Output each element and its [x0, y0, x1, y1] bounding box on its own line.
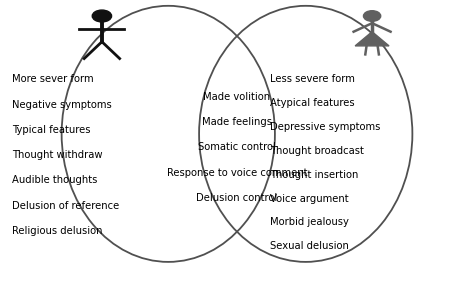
Text: Somatic control: Somatic control	[198, 142, 276, 152]
Polygon shape	[355, 32, 389, 46]
Text: Made feelings: Made feelings	[202, 117, 272, 127]
Text: Thought withdraw: Thought withdraw	[12, 150, 102, 160]
Text: Morbid jealousy: Morbid jealousy	[270, 217, 349, 227]
Text: Religious delusion: Religious delusion	[12, 226, 102, 236]
Circle shape	[364, 11, 381, 21]
Text: Sexual delusion: Sexual delusion	[270, 241, 349, 251]
Text: Depressive symptoms: Depressive symptoms	[270, 122, 381, 132]
Text: Atypical features: Atypical features	[270, 98, 355, 108]
Text: Voice argument: Voice argument	[270, 194, 349, 203]
Text: Negative symptoms: Negative symptoms	[12, 100, 111, 109]
Text: Less severe form: Less severe form	[270, 74, 355, 84]
Text: Thought broadcast: Thought broadcast	[270, 146, 364, 156]
Text: Thought insertion: Thought insertion	[270, 170, 358, 180]
Text: Audible thoughts: Audible thoughts	[12, 175, 97, 185]
Text: Response to voice comment: Response to voice comment	[167, 168, 307, 178]
Text: Delusion of reference: Delusion of reference	[12, 201, 119, 211]
Text: Typical features: Typical features	[12, 125, 91, 135]
Text: Delusion control: Delusion control	[196, 193, 278, 203]
Text: Made volition: Made volition	[203, 92, 271, 102]
Circle shape	[92, 10, 111, 22]
Text: More sever form: More sever form	[12, 74, 93, 84]
